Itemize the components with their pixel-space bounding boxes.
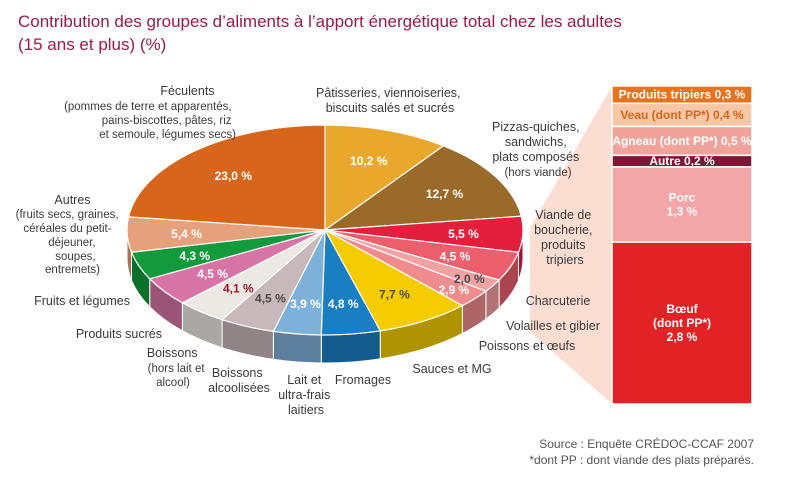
stack-label-b-uf-dont-pp-1: (dont PP*) — [653, 316, 711, 330]
label-charcuterie: Charcuterie — [526, 294, 591, 308]
stack-label-produits-tripiers: Produits tripiers 0,3 % — [619, 88, 746, 102]
label-autres-title: Autres — [54, 193, 90, 207]
stack-label-b-uf-dont-pp-0: Bœuf — [666, 302, 698, 316]
pie-value-patisseries-viennoiseries-biscuits-sales-et-sucres: 10,2 % — [350, 154, 388, 168]
label-autres-line5: entremets) — [45, 264, 100, 276]
pie-value-poissons-et-ufs: 2,9 % — [438, 283, 469, 297]
label-autres-line3: déjeuner, — [48, 237, 95, 249]
label-autres-line1: (fruits secs, graines, — [16, 209, 119, 221]
label-alcool-line1: Boissons — [212, 366, 263, 380]
category-labels: Féculents (pommes de terre et apparentés… — [16, 82, 600, 417]
pie-value-produits-sucres: 4,5 % — [197, 267, 228, 281]
pie-value-sauces-et-mg: 7,7 % — [379, 288, 410, 302]
pie-value-volailles-et-gibier: 2,0 % — [454, 272, 485, 286]
stack-segment-agneau-dont-pp — [611, 125, 753, 157]
stack-segment-b-uf-dont-pp — [611, 241, 753, 405]
chart-title-line2: (15 ans et plus) (%) — [18, 35, 167, 54]
label-pizzas-line1: Pizzas-quiches, — [492, 120, 580, 134]
label-fruits: Fruits et légumes — [34, 294, 130, 308]
label-patisseries: Pâtisseries, viennoiseries, biscuits sal… — [316, 86, 464, 115]
label-boissons-line1: (hors lait et — [148, 363, 206, 375]
pie-value-charcuterie: 4,5 % — [440, 250, 471, 264]
source-note: Source : Enquête CRÉDOC-CCAF 2007 *dont … — [529, 436, 754, 468]
label-lait-line1: Lait et — [287, 373, 322, 387]
pie-value-pizzas-quiches-sandwichs-plats-composes-hors-viande: 12,7 % — [426, 187, 464, 201]
label-viande: Viande de boucherie, produits tripiers — [534, 208, 596, 267]
pie-value-feculents-pommes-de-terre-et-apparentes-pains-biscottes-pates-riz-et-semoule-legumes-secs: 23,0 % — [215, 169, 253, 183]
label-lait-line3: laitiers — [288, 403, 324, 417]
pie-side-lait-et-ultra-frais-laitiers — [272, 330, 322, 364]
source-line: Source : Enquête CRÉDOC-CCAF 2007 — [539, 437, 754, 451]
stack-label-veau-dont-pp: Veau (dont PP*) 0,4 % — [620, 108, 744, 122]
pie-value-boissons-alcoolisees: 4,5 % — [255, 292, 286, 306]
label-feculents-title: Féculents — [160, 84, 214, 98]
chart-title: Contribution des groupes d’aliments à l’… — [18, 10, 718, 56]
label-patisseries-line1: Pâtisseries, viennoiseries, — [316, 86, 461, 100]
label-lait-line2: ultra-frais — [278, 388, 330, 402]
pie-value-viande-de-boucherie-produits-tripiers: 5,5 % — [448, 227, 479, 241]
label-boissons: Boissons (hors lait et alcool) — [147, 344, 209, 389]
breakdown-stacked-bar: Produits tripiers 0,3 % Veau (dont PP*) 0… — [611, 85, 753, 405]
label-fromages: Fromages — [335, 373, 391, 387]
footnote-line: *dont PP : dont viande des plats préparé… — [529, 453, 754, 467]
stack-label-autre: Autre 0,2 % — [649, 154, 715, 168]
label-autres-line4: soupes, — [55, 251, 95, 263]
stack-segment-porc — [611, 166, 753, 243]
pie-value-lait-et-ultra-frais-laitiers: 3,9 % — [290, 297, 321, 311]
stack-label-b-uf-dont-pp-2: 2,8 % — [667, 330, 698, 344]
pie-slice-feculents-pommes-de-terre-et-apparentes-pains-biscottes-pates-riz-et-semoule-legumes-secs — [127, 124, 326, 231]
pie-value-autres-fruits-secs-graines-cereales-du-petit-dejeuner-soupes-entremets: 5,4 % — [171, 227, 202, 241]
pie-side-fromages — [320, 330, 381, 364]
label-pizzas-line3: plats composés — [492, 150, 579, 164]
pie-slice-sauces-et-mg — [323, 228, 464, 332]
pie-value-boissons-hors-lait-et-alcool: 4,1 % — [223, 281, 254, 295]
label-pizzas-line2: sandwichs, — [505, 135, 567, 149]
label-feculents: Féculents (pommes de terre et apparentés… — [64, 82, 236, 141]
breakdown-connector — [530, 86, 612, 404]
label-alcool-line2: alcoolisées — [208, 381, 270, 395]
stack-label-porc-1: 1,3 % — [667, 205, 698, 219]
pie-slice-pizzas-quiches-sandwichs-plats-composes-hors-viande — [322, 145, 523, 231]
label-sauces: Sauces et MG — [412, 362, 491, 376]
pie-value-fromages: 4,8 % — [328, 297, 359, 311]
chart-title-line1: Contribution des groupes d’aliments à l’… — [18, 12, 622, 31]
label-feculents-line1: (pommes de terre et apparentés, — [64, 101, 231, 113]
label-patisseries-line2: biscuits salés et sucrés — [326, 101, 455, 115]
label-feculents-line3: et semoule, légumes secs) — [99, 129, 236, 141]
label-viande-line4: tripiers — [546, 253, 584, 267]
pie-tops — [126, 124, 524, 336]
label-autres: Autres (fruits secs, graines, céréales d… — [16, 191, 123, 276]
label-viande-line2: boucherie, — [534, 223, 592, 237]
label-feculents-line2: pains-biscottes, pâtes, riz — [102, 115, 232, 127]
label-pizzas-line4: (hors viande) — [504, 167, 571, 179]
pie-value-fruits-et-legumes: 4,3 % — [179, 249, 210, 263]
label-pizzas: Pizzas-quiches, sandwichs, plats composé… — [492, 118, 584, 179]
label-produits-sucres: Produits sucrés — [76, 327, 162, 341]
label-boissons-title: Boissons — [147, 346, 198, 360]
label-viande-line1: Viande de — [535, 208, 591, 222]
label-autres-line2: céréales du petit- — [23, 223, 111, 235]
pie-slice-patisseries-viennoiseries-biscuits-sales-et-sucres — [324, 124, 445, 232]
label-lait: Lait et ultra-frais laitiers — [278, 373, 334, 417]
stack-label-porc-0: Porc — [669, 191, 696, 205]
label-poissons: Poissons et œufs — [479, 339, 576, 353]
label-boissons-line2: alcool) — [156, 377, 190, 389]
pie-value-labels: 10,2 % 12,7 % 5,5 % 4,5 % 2,0 %2,9 % 7,7 % 4,8… — [171, 154, 485, 311]
stack-label-agneau-dont-pp: Agneau (dont PP*) 0,5 % — [612, 134, 752, 148]
label-alcool: Boissons alcoolisées — [208, 366, 270, 395]
label-volailles: Volailles et gibier — [506, 319, 600, 333]
label-viande-line3: produits — [541, 238, 585, 252]
